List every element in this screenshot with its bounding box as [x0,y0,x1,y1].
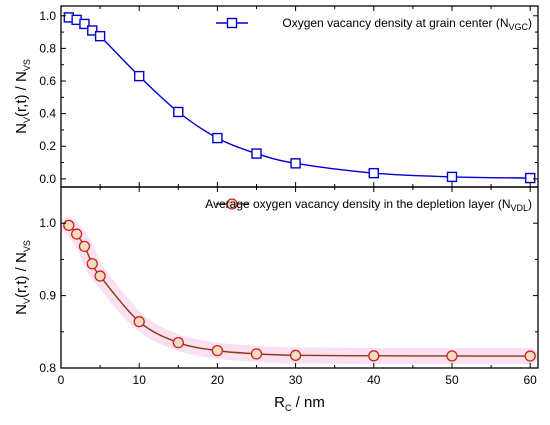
top-data-point [94,30,106,42]
labels-layer: 0.00.20.40.60.81.0NV(r,t) / NVS0.80.91.0… [13,9,537,413]
top-data-point [87,25,98,36]
bottom-xtick-label: 0 [58,373,65,387]
bottom-ytick-label: 1.0 [39,216,56,230]
top-legend-text-close: ) [528,16,532,30]
bottom-xlabel-main: R [274,394,285,411]
bottom-xlabel-rest: / nm [292,394,325,411]
top-ylabel-sub1: V [22,117,32,123]
bottom-ytick-label: 0.9 [39,289,56,303]
bottom-ytick-label: 0.8 [39,361,56,375]
top-legend-text-main: Oxygen vacancy density at grain center (… [282,16,508,30]
bottom-legend-text-sub: VDL [510,203,528,213]
top-legend-text-sub: VGC [508,22,528,32]
bottom-xlabel-sub: C [285,403,292,413]
bottom-legend-text-main: Average oxygen vacancy density in the de… [205,197,510,211]
bottom-data-point [211,344,224,357]
top-ytick-label: 0.4 [39,107,56,121]
legend-layer: Oxygen vacancy density at grain center (… [205,16,532,213]
bottom-xtick-label: 10 [133,373,147,387]
top-data-point [251,148,262,159]
top-ylabel-mid: (r,t) / N [13,71,30,117]
top-ytick-label: 0.6 [39,74,56,88]
top-data-point [79,18,90,30]
bottom-data-point [289,349,302,361]
bottom-ylabel-mid: (r,t) / N [13,252,30,298]
top-data-point [368,167,379,179]
markers-layer [63,12,536,362]
bottom-data-point [172,337,184,349]
bottom-series-line [68,224,531,357]
bottom-ylabel: NV(r,t) / NVS [13,240,32,315]
top-ytick-label: 0.2 [39,139,56,153]
bottom-xlabel: RC / nm [274,394,325,413]
frames-layer [60,5,539,369]
top-data-point [173,106,184,118]
bottom-xtick-label: 60 [524,373,538,387]
top-data-point [290,158,301,169]
top-ytick-label: 1.0 [39,9,56,23]
top-data-point [212,132,223,144]
bottom-data-point [63,219,75,232]
top-series-line [68,16,531,179]
top-ytick-label: 0.8 [39,41,56,55]
shade-layer [60,217,539,365]
top-legend-text: Oxygen vacancy density at grain center (… [282,16,532,32]
bottom-panel-frame [60,186,539,369]
bottom-data-point [250,348,263,360]
bottom-data-point [94,270,106,282]
bottom-data-point [86,258,98,270]
bottom-xtick-label: 30 [289,373,303,387]
top-ytick-label: 0.0 [39,172,56,186]
bottom-xtick-label: 20 [211,373,225,387]
bottom-legend-text: Average oxygen vacancy density in the de… [205,197,532,213]
ticks-layer [60,6,538,369]
bottom-series-shade [60,217,539,365]
bottom-data-point [446,350,458,362]
top-data-point [524,172,536,184]
bottom-xtick-label: 50 [445,373,459,387]
bottom-ylabel-main: N [13,304,30,315]
bottom-data-point [524,350,536,362]
top-ylabel-sub2: VS [22,59,32,71]
top-ylabel-main: N [13,123,30,134]
bottom-data-point [368,350,380,362]
bottom-legend-marker [226,198,238,210]
bottom-data-point [133,316,145,328]
top-ylabel: NV(r,t) / NVS [13,59,32,134]
bottom-ylabel-sub1: V [22,298,32,304]
bottom-data-point [70,228,83,240]
bottom-data-point [78,240,91,253]
top-data-point [133,70,145,82]
bottom-xtick-label: 40 [367,373,381,387]
top-data-point [446,171,458,183]
bottom-ylabel-sub2: VS [22,240,32,252]
top-legend-marker [226,17,238,29]
bottom-legend-text-close: ) [528,197,532,211]
